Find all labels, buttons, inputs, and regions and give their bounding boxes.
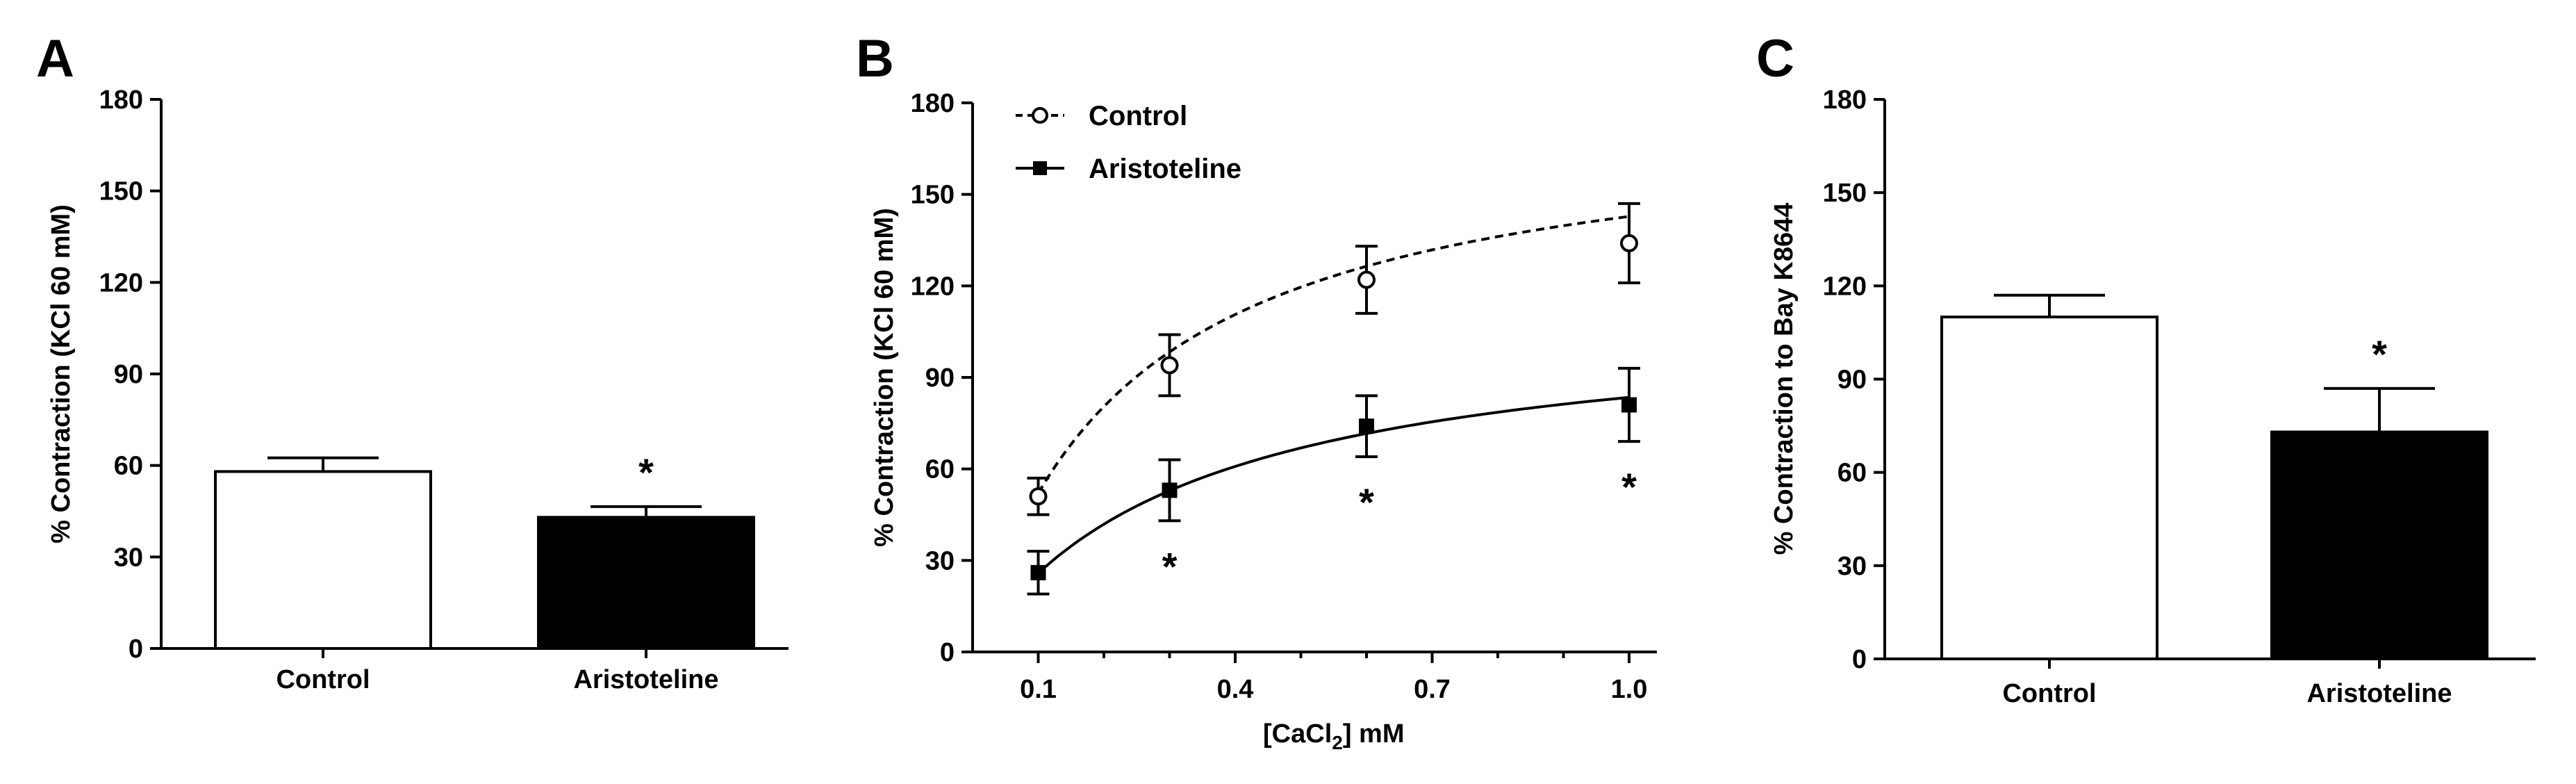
x-tick-label: 0.7 bbox=[1414, 675, 1451, 704]
y-tick-label: 30 bbox=[1838, 552, 1867, 581]
bar-control bbox=[1940, 316, 2158, 660]
y-axis-title: % Contraction to Bay K8644 bbox=[1769, 203, 1799, 555]
y-tick-label: 60 bbox=[925, 455, 955, 484]
bar-aristoteline bbox=[537, 516, 755, 650]
data-point-control bbox=[1160, 356, 1179, 375]
data-point-aristoteline bbox=[1162, 482, 1178, 498]
x-category-label: Control bbox=[276, 665, 370, 694]
x-axis-title-subscript: 2 bbox=[1332, 732, 1343, 753]
data-point-control bbox=[1620, 234, 1638, 252]
y-tick-label: 150 bbox=[99, 177, 143, 206]
significance-star: * bbox=[2372, 332, 2387, 376]
y-tick-label: 180 bbox=[1823, 85, 1867, 115]
y-tick-label: 30 bbox=[114, 543, 143, 572]
data-point-control bbox=[1029, 487, 1048, 506]
panel-letter: C bbox=[1756, 29, 1794, 88]
bar-control bbox=[214, 470, 432, 651]
panel-b-line-chart: 0 30 60 90 120 150 180 % Contraction (KCl 60 mM… bbox=[856, 29, 1657, 753]
y-tick-label: 150 bbox=[911, 181, 955, 210]
x-tick-label: 0.4 bbox=[1217, 675, 1254, 704]
x-axis-title: [CaCl2] mM bbox=[1263, 719, 1404, 753]
legend-marker-control bbox=[1032, 107, 1048, 124]
significance-star: * bbox=[638, 450, 654, 494]
x-axis-title-tail: ] mM bbox=[1343, 719, 1405, 749]
data-point-aristoteline bbox=[1621, 397, 1637, 413]
y-tick-label: 90 bbox=[114, 360, 143, 389]
legend-label: Aristoteline bbox=[1089, 154, 1241, 184]
y-tick-label: 90 bbox=[925, 364, 955, 393]
y-tick-label: 120 bbox=[99, 268, 143, 297]
y-axis-title: % Contraction (KCl 60 mM) bbox=[47, 204, 76, 544]
data-point-aristoteline bbox=[1030, 564, 1046, 580]
x-category-label: Control bbox=[2002, 679, 2096, 708]
y-tick-label: 0 bbox=[129, 635, 143, 664]
x-category-label: Aristoteline bbox=[2306, 679, 2452, 708]
y-tick-label: 60 bbox=[1838, 459, 1867, 488]
y-tick-label: 120 bbox=[1823, 272, 1867, 301]
y-tick-label: 0 bbox=[1852, 645, 1867, 674]
y-axis-title: % Contraction (KCl 60 mM) bbox=[870, 208, 899, 547]
fit-curve-control bbox=[1037, 215, 1630, 494]
bar-aristoteline bbox=[2270, 430, 2488, 660]
fit-curve-aristoteline bbox=[1037, 395, 1630, 575]
x-tick-label: 1.0 bbox=[1611, 675, 1648, 704]
y-tick-label: 0 bbox=[940, 638, 955, 667]
panel-letter: B bbox=[856, 29, 894, 88]
panel-c-bar-chart: 0 30 60 90 120 150 180 % Contraction to Bay K86… bbox=[1756, 29, 2536, 708]
y-tick-label: 150 bbox=[1823, 179, 1867, 208]
legend-marker-aristoteline bbox=[1033, 161, 1047, 175]
significance-star: * bbox=[1162, 544, 1178, 588]
y-tick-label: 30 bbox=[925, 546, 955, 575]
data-point-aristoteline bbox=[1359, 418, 1374, 434]
panel-a-bar-chart: 0 30 60 90 120 150 180 % Contraction (KCl 60 mM… bbox=[36, 29, 789, 694]
y-tick-label: 90 bbox=[1838, 366, 1867, 395]
significance-star: * bbox=[1621, 465, 1637, 509]
y-tick-label: 180 bbox=[99, 85, 143, 115]
panel-letter: A bbox=[36, 29, 74, 88]
x-axis-title-main: [CaCl bbox=[1263, 719, 1332, 749]
data-point-control bbox=[1357, 270, 1376, 289]
x-tick-label: 0.1 bbox=[1020, 675, 1057, 704]
x-category-label: Aristoteline bbox=[573, 665, 718, 694]
significance-star: * bbox=[1359, 480, 1374, 524]
legend-label: Control bbox=[1089, 101, 1187, 131]
y-tick-label: 120 bbox=[911, 272, 955, 301]
y-tick-label: 60 bbox=[114, 452, 143, 481]
y-tick-label: 180 bbox=[911, 89, 955, 118]
